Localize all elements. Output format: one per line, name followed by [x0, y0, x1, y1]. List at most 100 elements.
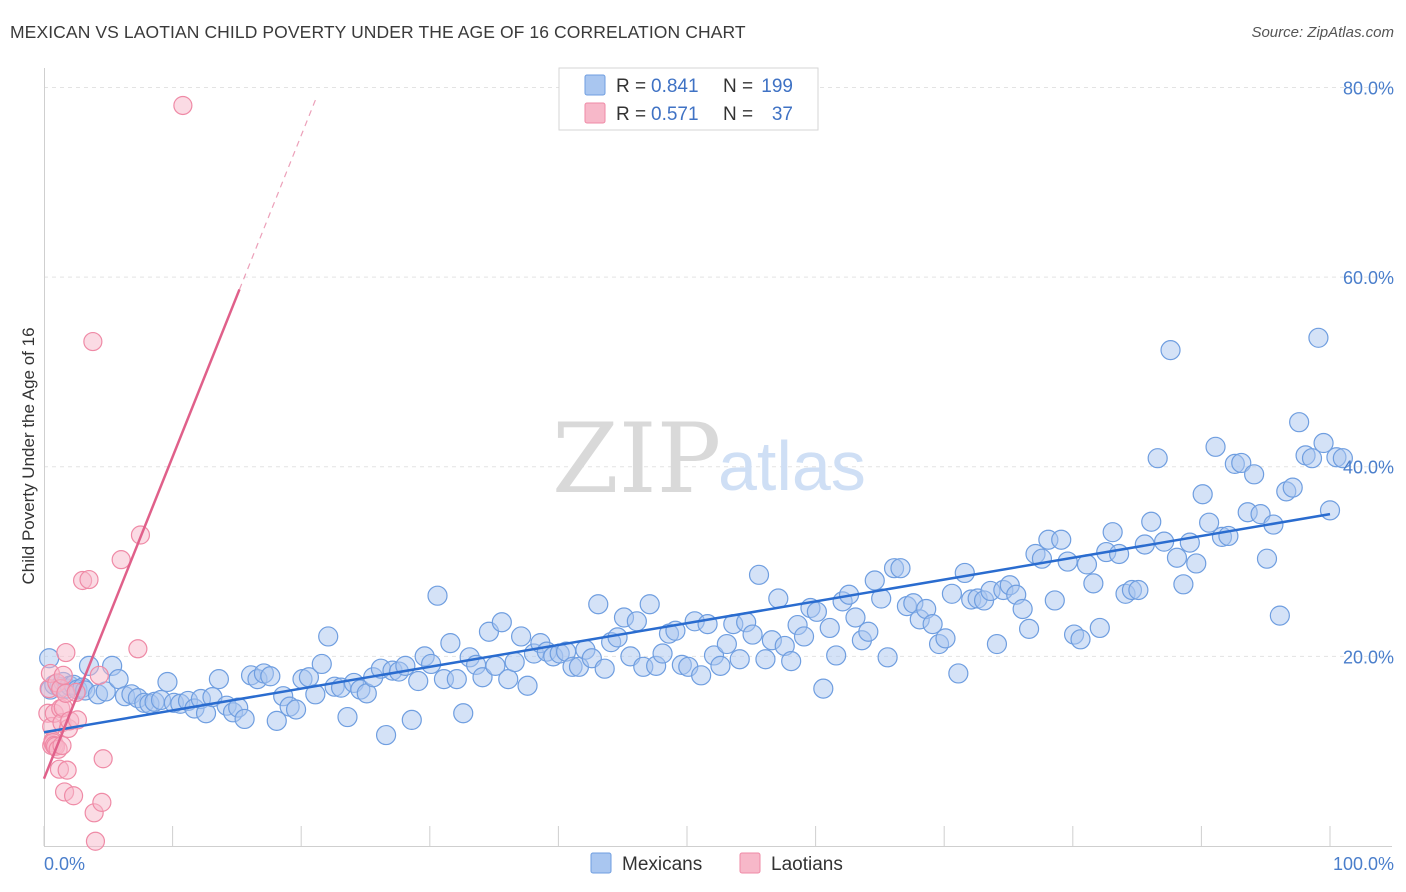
mexicans-point: [813, 678, 834, 699]
mexicans-point: [504, 651, 525, 673]
mexicans-point: [1308, 327, 1329, 348]
legend-n-value-mexicans: 199: [761, 76, 793, 97]
mexicans-point: [1231, 452, 1252, 474]
mexicans-point: [318, 626, 339, 647]
mexicans-point: [1282, 477, 1303, 498]
laotians-point: [57, 760, 77, 780]
source-label: Source: ZipAtlas.com: [1251, 24, 1394, 41]
mexicans-point: [1173, 574, 1194, 595]
legend-r-value-mexicans: 0.841: [651, 76, 699, 97]
mexicans-point: [1269, 605, 1290, 626]
laotians-trendline-extension: [238, 96, 318, 290]
mexicans-point: [208, 669, 229, 690]
x-tick-label-max: 100.0%: [1333, 854, 1394, 874]
mexicans-point: [1256, 548, 1278, 569]
mexicans-point: [768, 588, 789, 609]
watermark-atlas: atlas: [718, 427, 866, 505]
mexicans-point: [941, 583, 963, 604]
mexicans-point: [1108, 543, 1130, 565]
mexicans-point: [986, 633, 1008, 655]
mexicans-point: [420, 653, 442, 675]
mexicans-point: [1057, 551, 1078, 572]
mexicans-point: [819, 617, 840, 639]
mexicans-point: [337, 706, 358, 728]
mexicans-point: [1089, 617, 1110, 639]
mexicans-point: [948, 663, 969, 684]
mexicans-point: [845, 607, 866, 628]
mexicans-point: [1160, 340, 1181, 361]
mexicans-point: [401, 709, 422, 730]
mexicans-point: [1289, 412, 1310, 433]
mexicans-point: [427, 585, 448, 606]
watermark-zip: ZIP: [552, 403, 721, 515]
laotians-point: [79, 569, 99, 590]
mexicans-point: [922, 614, 943, 635]
points-layer: [38, 95, 1353, 851]
mexicans-point: [793, 626, 815, 647]
mexicans-point: [453, 703, 474, 724]
laotians-point: [85, 831, 106, 851]
mexicans-point: [234, 708, 255, 730]
laotians-point: [89, 665, 109, 685]
legend-n-label-mexicans: N =: [723, 76, 753, 97]
mexicans-point: [1141, 511, 1162, 532]
mexicans-point: [1244, 464, 1265, 485]
mexicans-point: [1070, 629, 1091, 650]
mexicans-point: [806, 601, 827, 622]
mexicans-point: [1147, 448, 1168, 469]
mexicans-point: [108, 669, 129, 690]
legend-n-label-laotians: N =: [723, 104, 753, 125]
mexicans-point: [260, 666, 281, 687]
mexicans-point: [1012, 598, 1033, 620]
mexicans-point: [864, 570, 885, 591]
x-tick-label-min: 0.0%: [44, 854, 85, 874]
chart-title: MEXICAN VS LAOTIAN CHILD POVERTY UNDER T…: [10, 22, 746, 42]
mexicans-point: [890, 558, 911, 579]
mexicans-point: [652, 643, 673, 664]
mexicans-point: [1018, 618, 1040, 639]
legend-r-label-mexicans: R =: [616, 76, 646, 97]
bottom-legend-swatch-mexicans: [590, 852, 612, 874]
y-tick-label: 60.0%: [1343, 268, 1394, 288]
mexicans-point: [1332, 448, 1353, 469]
laotians-trendline: [42, 288, 241, 780]
legend-n-value-laotians: 37: [772, 104, 793, 125]
mexicans-point: [691, 665, 712, 686]
legend-r-label-laotians: R =: [616, 104, 646, 125]
laotians-point: [128, 639, 148, 659]
y-axis-title: Child Poverty Under the Age of 16: [19, 327, 38, 584]
mexicans-point: [729, 649, 750, 670]
mexicans-point: [440, 632, 461, 654]
mexicans-point: [607, 627, 628, 648]
mexicans-point: [710, 655, 731, 676]
legend-swatch-laotians: [584, 102, 606, 124]
watermark: ZIP atlas: [552, 403, 866, 515]
mexicans-point: [305, 684, 326, 705]
mexicans-point: [472, 667, 493, 688]
laotians-point: [83, 331, 103, 352]
mexicans-point: [1166, 547, 1188, 568]
mexicans-trendline: [43, 512, 1331, 734]
mexicans-point: [157, 671, 178, 693]
mexicans-point: [1102, 522, 1123, 543]
mexicans-point: [375, 724, 397, 746]
mexicans-point: [1083, 573, 1104, 594]
mexicans-point: [498, 669, 519, 690]
laotians-point: [56, 642, 76, 663]
mexicans-point: [1186, 553, 1207, 574]
mexicans-point: [408, 670, 429, 692]
laotians-point: [93, 749, 113, 769]
laotians-point: [173, 95, 193, 116]
bottom-legend-label-laotians: Laotians: [771, 854, 843, 875]
mexicans-point: [1199, 512, 1220, 533]
mexicans-point: [826, 645, 847, 666]
mexicans-point: [877, 647, 898, 668]
mexicans-point: [511, 626, 532, 647]
mexicans-point: [858, 621, 879, 642]
mexicans-point: [742, 624, 763, 645]
x-axis-ticks: [43, 826, 1331, 846]
bottom-legend: Mexicans Laotians: [590, 852, 843, 875]
y-tick-label: 80.0%: [1343, 78, 1394, 98]
bottom-legend-swatch-laotians: [739, 852, 761, 874]
